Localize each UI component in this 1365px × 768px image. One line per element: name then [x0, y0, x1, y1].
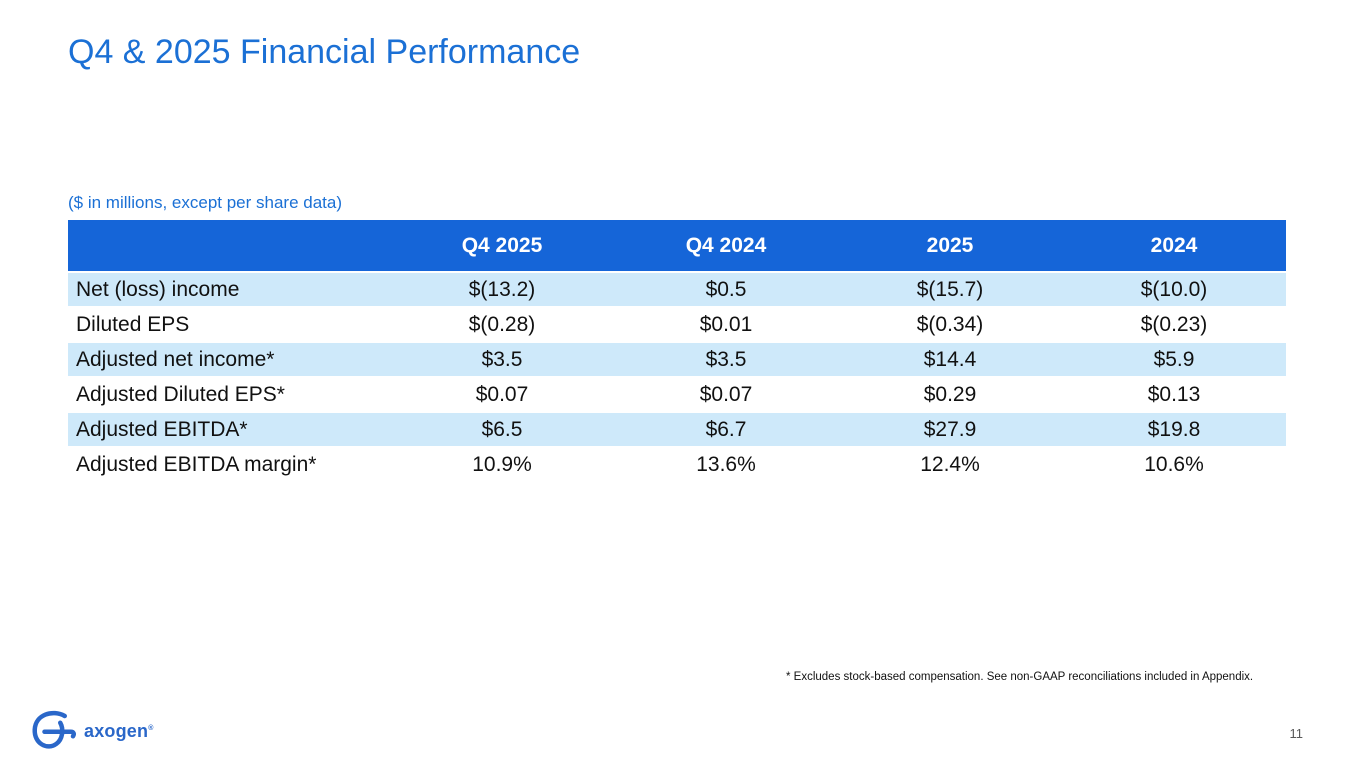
table-cell: 12.4%: [920, 453, 980, 476]
financial-table-header: Q4 2025 Q4 2024 2025 2024: [68, 220, 1286, 272]
registered-trademark-symbol: ®: [148, 724, 154, 732]
table-cell: $0.07: [699, 382, 753, 406]
row-label: Adjusted EBITDA*: [76, 417, 248, 441]
table-row: Net (loss) income $(13.2) $0.5 $(15.7) $…: [68, 272, 1286, 307]
units-note: ($ in millions, except per share data): [68, 193, 343, 212]
header-cell-q4-2025: Q4 2025: [390, 220, 614, 272]
table-cell: 10.6%: [1144, 453, 1204, 476]
table-row: Adjusted EBITDA* $6.5 $6.7 $27.9 $19.8: [68, 412, 1286, 447]
table-cell: $6.5: [481, 417, 523, 441]
footnote: * Excludes stock-based compensation. See…: [786, 671, 1254, 683]
table-cell: $(0.28): [468, 312, 536, 336]
table-cell: $0.29: [923, 382, 977, 406]
row-label: Net (loss) income: [76, 277, 240, 301]
company-logo: axogen®: [28, 706, 154, 756]
table-cell: $0.13: [1147, 382, 1201, 406]
table-cell: $(15.7): [916, 277, 984, 301]
table-cell: 13.6%: [696, 453, 756, 476]
table-cell: $3.5: [705, 347, 747, 371]
logo-wordmark: axogen®: [84, 720, 154, 741]
table-row: Diluted EPS $(0.28) $0.01 $(0.34) $(0.23…: [68, 307, 1286, 342]
table-cell: $5.9: [1153, 347, 1195, 371]
axogen-monogram-icon: [32, 710, 76, 749]
table-cell: $14.4: [923, 347, 977, 371]
row-label: Adjusted EBITDA margin*: [76, 453, 317, 476]
table-cell: $19.8: [1147, 417, 1201, 441]
row-label: Adjusted Diluted EPS*: [76, 382, 285, 406]
financial-table: Q4 2025 Q4 2024 2025 2024 Net (loss) inc…: [68, 220, 1286, 482]
header-cell-2025: 2025: [838, 220, 1062, 272]
header-cell-blank: [68, 220, 390, 272]
table-cell: $(10.0): [1140, 277, 1208, 301]
table-cell: $0.01: [699, 312, 753, 336]
row-label: Adjusted net income*: [76, 347, 275, 371]
table-cell: $27.9: [923, 417, 977, 441]
header-cell-q4-2024: Q4 2024: [614, 220, 838, 272]
page-title: Q4 & 2025 Financial Performance: [68, 33, 581, 71]
table-row: Adjusted EBITDA margin* 10.9% 13.6% 12.4…: [68, 447, 1286, 482]
table-cell: $(0.23): [1140, 312, 1208, 336]
table-cell: $(13.2): [468, 277, 536, 301]
table-cell: $0.07: [475, 382, 529, 406]
table-cell: $(0.34): [916, 312, 984, 336]
table-cell: $6.7: [705, 417, 747, 441]
table-cell: 10.9%: [472, 453, 532, 476]
table-cell: $0.5: [705, 277, 747, 301]
table-row: Adjusted net income* $3.5 $3.5 $14.4 $5.…: [68, 342, 1286, 377]
page-number: 11: [1289, 726, 1304, 741]
row-label: Diluted EPS: [76, 312, 190, 336]
table-row: Adjusted Diluted EPS* $0.07 $0.07 $0.29 …: [68, 377, 1286, 412]
header-cell-2024: 2024: [1062, 220, 1286, 272]
table-cell: $3.5: [481, 347, 523, 371]
header-row: Q4 2025 Q4 2024 2025 2024: [68, 220, 1286, 272]
